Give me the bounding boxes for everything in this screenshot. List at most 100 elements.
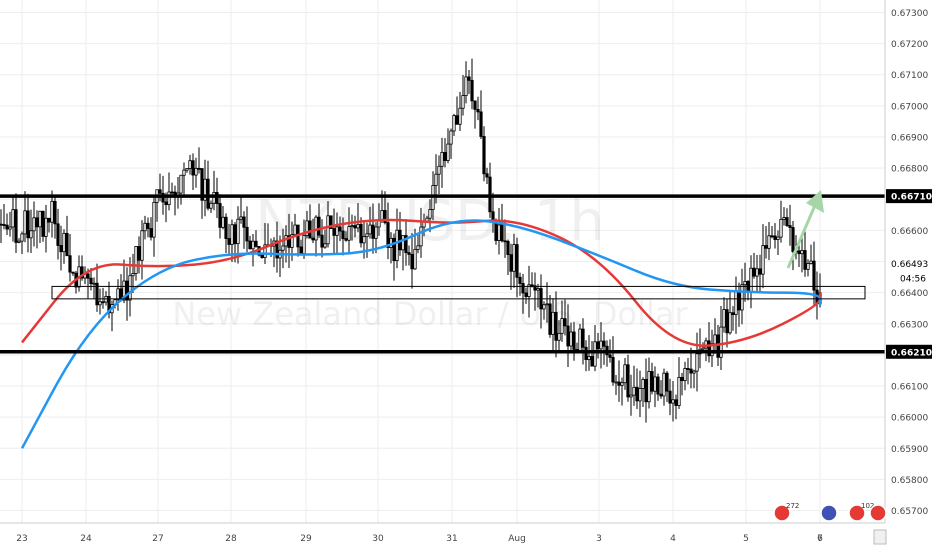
candle-body bbox=[260, 254, 264, 258]
zone-rectangle[interactable] bbox=[51, 285, 866, 300]
candle-body bbox=[689, 368, 693, 374]
candle-body bbox=[701, 347, 705, 350]
candle-body bbox=[251, 240, 255, 250]
candle-body bbox=[332, 228, 336, 236]
candle-body bbox=[392, 237, 396, 261]
candle-body bbox=[65, 232, 69, 257]
candle-body bbox=[137, 246, 141, 261]
candle-body bbox=[638, 388, 642, 402]
time-tick-label: 30 bbox=[372, 534, 384, 544]
us-flag-icon[interactable] bbox=[869, 504, 887, 522]
candle-body bbox=[443, 151, 447, 161]
candle-body bbox=[59, 245, 63, 253]
time-tick-label: 3 bbox=[596, 534, 602, 544]
settings-icon[interactable] bbox=[873, 529, 887, 545]
candle-body bbox=[20, 233, 24, 242]
time-tick-label: 7 bbox=[817, 534, 823, 544]
candle-body bbox=[776, 236, 780, 240]
candle-body bbox=[92, 282, 96, 285]
current-price-tag[interactable] bbox=[886, 256, 932, 285]
candle-body bbox=[410, 253, 414, 270]
projection-arrow bbox=[786, 190, 824, 269]
candle-body bbox=[476, 108, 480, 113]
candle-body bbox=[428, 209, 432, 219]
candle-body bbox=[548, 303, 552, 335]
candle-body bbox=[713, 334, 717, 345]
candle-body bbox=[536, 288, 540, 291]
level-price-tag[interactable] bbox=[886, 344, 932, 359]
candle-body bbox=[233, 224, 237, 245]
candle-body bbox=[206, 178, 210, 209]
candle-body bbox=[371, 224, 375, 239]
time-tick-label: 6 bbox=[817, 534, 823, 544]
time-tick-label: 23 bbox=[16, 534, 27, 544]
candle-body bbox=[71, 271, 75, 274]
candle-body bbox=[224, 216, 228, 239]
ema-fast-line bbox=[21, 218, 822, 347]
candle-body bbox=[449, 130, 453, 145]
candle-body bbox=[596, 341, 600, 350]
candle-body bbox=[602, 340, 606, 347]
price-tick-label: 0.67300 bbox=[891, 9, 928, 19]
level-price-tag[interactable] bbox=[886, 189, 932, 204]
candle-body bbox=[722, 309, 726, 328]
candle-body bbox=[53, 200, 57, 225]
candle-body bbox=[620, 382, 624, 386]
us-flag-icon[interactable] bbox=[773, 504, 791, 522]
candle-body bbox=[455, 115, 459, 125]
candle-body bbox=[662, 372, 666, 397]
candle-body bbox=[461, 95, 465, 109]
event-badges[interactable]: 272 102 bbox=[773, 502, 887, 522]
candle-body bbox=[599, 340, 603, 350]
candle-body bbox=[146, 222, 150, 229]
candle-body bbox=[560, 318, 564, 334]
time-axis[interactable]: 23 24 27 28 29 30 31 Aug 3 4 5 67 bbox=[0, 522, 887, 545]
candle-body bbox=[692, 370, 696, 374]
us-flag-icon[interactable] bbox=[848, 504, 866, 522]
candle-body bbox=[743, 281, 747, 286]
price-tick-label: 0.66400 bbox=[891, 289, 928, 299]
candle-body bbox=[569, 331, 573, 347]
candle-body bbox=[419, 226, 423, 247]
candle-body bbox=[248, 240, 252, 250]
candle-body bbox=[674, 399, 678, 406]
time-tick-label: 24 bbox=[80, 534, 92, 544]
candle-body bbox=[413, 248, 417, 270]
candle-body bbox=[23, 210, 27, 235]
candle-body bbox=[221, 216, 225, 228]
candle-body bbox=[41, 210, 45, 237]
candle-body bbox=[578, 328, 582, 352]
candle-body bbox=[572, 331, 576, 350]
candle-body bbox=[566, 325, 570, 347]
candle-body bbox=[368, 224, 372, 235]
candle-body bbox=[644, 379, 648, 403]
candle-body bbox=[35, 217, 39, 228]
candle-body bbox=[134, 246, 138, 274]
price-tick-label: 0.66800 bbox=[891, 165, 928, 175]
candle-body bbox=[227, 238, 231, 245]
au-flag-icon[interactable] bbox=[820, 504, 838, 522]
candle-body bbox=[185, 167, 189, 171]
candle-body bbox=[800, 250, 804, 255]
candle-body bbox=[716, 334, 720, 358]
candle-body bbox=[728, 312, 732, 334]
candle-body bbox=[452, 115, 456, 132]
candle-body bbox=[395, 229, 399, 261]
candle-body bbox=[509, 254, 513, 272]
candle-body bbox=[122, 280, 126, 301]
candle-body bbox=[446, 143, 450, 161]
candle-body bbox=[524, 292, 528, 297]
candle-body bbox=[470, 79, 474, 102]
event-count-label: 272 bbox=[786, 502, 799, 510]
candle-body bbox=[125, 280, 129, 301]
candle-body bbox=[281, 245, 285, 251]
horizontal-levels[interactable] bbox=[0, 194, 885, 354]
price-axis[interactable]: 0.67300 0.67200 0.67100 0.67000 0.66900 0.668… bbox=[884, 0, 932, 523]
candle-body bbox=[68, 255, 72, 273]
candle-body bbox=[347, 226, 351, 241]
candle-body bbox=[188, 160, 192, 169]
candle-body bbox=[563, 318, 567, 327]
candle-body bbox=[551, 311, 555, 335]
